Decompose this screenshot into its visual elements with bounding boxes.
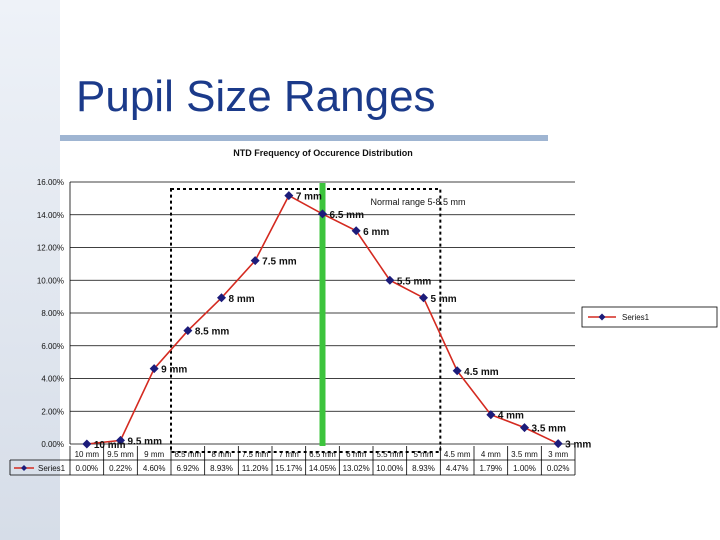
point-label: 7.5 mm — [262, 257, 297, 268]
y-tick-label: 6.00% — [41, 342, 64, 351]
y-tick-label: 12.00% — [37, 244, 64, 253]
table-legend-marker — [21, 465, 27, 471]
y-tick-label: 2.00% — [41, 407, 64, 416]
point-label: 3 mm — [565, 440, 591, 451]
point-label: 5.5 mm — [397, 276, 432, 287]
table-category-label: 3 mm — [548, 450, 568, 459]
table-category-label: 5.5 mm — [376, 450, 403, 459]
legend-label: Series1 — [622, 313, 650, 322]
table-value-label: 14.05% — [309, 464, 336, 473]
point-label: 6 mm — [363, 227, 389, 238]
point-label: 9.5 mm — [128, 436, 163, 447]
table-value-label: 8.93% — [412, 464, 435, 473]
table-value-label: 15.17% — [275, 464, 302, 473]
point-label: 5 mm — [431, 294, 457, 305]
normal-range-box — [171, 189, 440, 452]
series-point — [352, 226, 361, 235]
series-point — [284, 191, 293, 200]
point-label: 4 mm — [498, 411, 524, 422]
table-value-label: 13.02% — [343, 464, 370, 473]
table-value-label: 1.79% — [479, 464, 502, 473]
point-label: 7 mm — [296, 192, 322, 203]
point-label: 6.5 mm — [330, 210, 365, 221]
table-value-label: 0.02% — [547, 464, 570, 473]
table-category-label: 10 mm — [75, 450, 100, 459]
table-series-label: Series1 — [38, 464, 66, 473]
table-value-label: 11.20% — [242, 464, 269, 473]
table-category-label: 3.5 mm — [511, 450, 538, 459]
series-point — [520, 423, 529, 432]
table-value-label: 0.22% — [109, 464, 132, 473]
table-category-label: 8 mm — [212, 450, 232, 459]
series-point — [554, 439, 563, 448]
point-label: 9 mm — [161, 365, 187, 376]
table-value-label: 6.92% — [176, 464, 199, 473]
table-value-label: 4.47% — [446, 464, 469, 473]
y-tick-label: 0.00% — [41, 440, 64, 449]
table-value-label: 0.00% — [75, 464, 98, 473]
table-value-label: 4.60% — [143, 464, 166, 473]
table-category-label: 7.5 mm — [242, 450, 269, 459]
series-point — [385, 276, 394, 285]
marker-bar-6-5mm — [320, 183, 326, 446]
point-label: 8.5 mm — [195, 327, 230, 338]
table-category-label: 9.5 mm — [107, 450, 134, 459]
table-category-label: 6.5 mm — [309, 450, 336, 459]
y-tick-label: 14.00% — [37, 211, 64, 220]
series-point — [82, 440, 91, 449]
table-category-label: 9 mm — [144, 450, 164, 459]
y-tick-label: 16.00% — [37, 178, 64, 187]
chart-title: NTD Frequency of Occurence Distribution — [233, 148, 413, 158]
y-tick-label: 8.00% — [41, 309, 64, 318]
point-label: 4.5 mm — [464, 367, 499, 378]
table-category-label: 7 mm — [279, 450, 299, 459]
table-category-label: 4 mm — [481, 450, 501, 459]
table-value-label: 1.00% — [513, 464, 536, 473]
y-tick-label: 10.00% — [37, 276, 64, 285]
point-label: 3.5 mm — [532, 424, 567, 435]
table-value-label: 8.93% — [210, 464, 233, 473]
table-category-label: 6 mm — [346, 450, 366, 459]
series-point — [419, 293, 428, 302]
point-label: 8 mm — [229, 294, 255, 305]
table-value-label: 10.00% — [376, 464, 403, 473]
series-point — [318, 209, 327, 218]
table-category-label: 4.5 mm — [444, 450, 471, 459]
normal-range-annotation: Normal range 5-8.5 mm — [370, 197, 465, 207]
table-category-label: 5 mm — [414, 450, 434, 459]
table-category-label: 8.5 mm — [174, 450, 201, 459]
y-tick-label: 4.00% — [41, 375, 64, 384]
